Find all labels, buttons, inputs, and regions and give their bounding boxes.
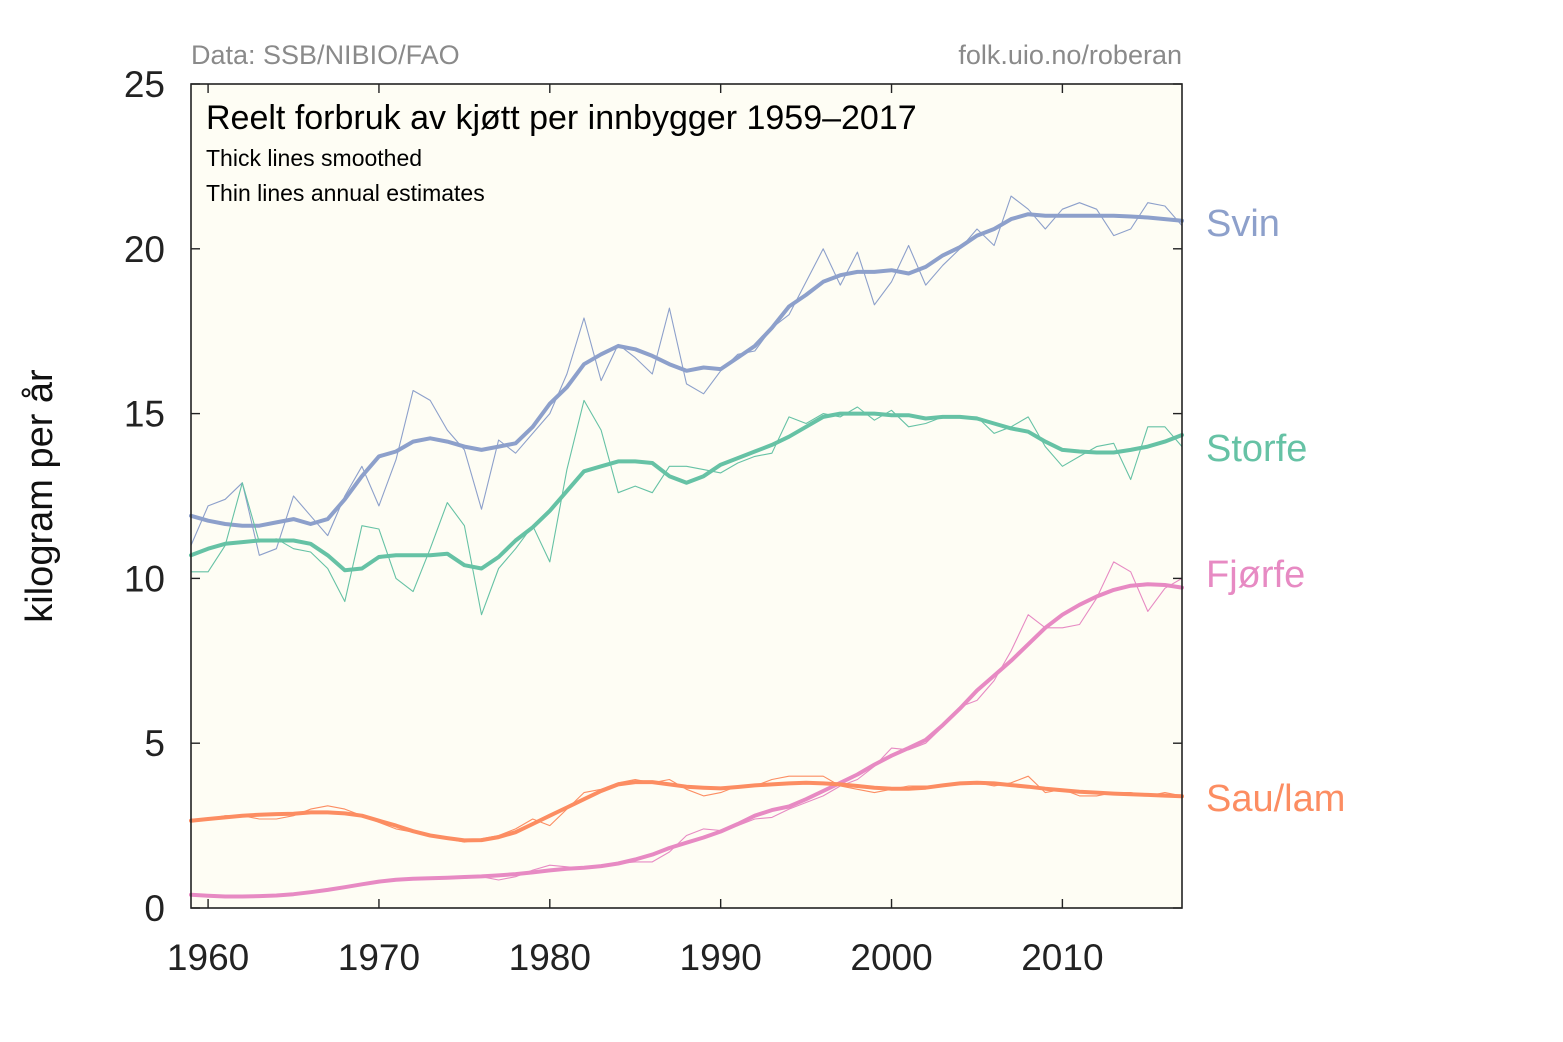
chart-title: Reelt forbruk av kjøtt per innbygger 195…	[206, 99, 917, 137]
x-tick-label: 2000	[850, 937, 932, 978]
x-tick-label: 1980	[509, 937, 591, 978]
x-tick-label: 1970	[338, 937, 420, 978]
series-label-storfe: Storfe	[1206, 428, 1307, 470]
y-tick-label: 25	[124, 64, 165, 105]
y-tick-label: 5	[144, 723, 165, 764]
series-storfe-annual-line	[191, 399, 1183, 616]
series-label-sau-lam: Sau/lam	[1206, 778, 1345, 820]
series-label-svin: Svin	[1206, 203, 1280, 245]
author-credit: folk.uio.no/roberan	[958, 40, 1182, 70]
plot-frame	[190, 83, 1183, 909]
series-fj-rfe-smoothed-line	[189, 582, 1184, 899]
series-sau-lam-smoothed-line	[189, 780, 1184, 843]
plot-area	[191, 84, 1182, 908]
x-tick-label: 1990	[680, 937, 762, 978]
chart-subtitle-smoothed: Thick lines smoothed	[206, 145, 422, 171]
axis-ticks: 0 5 10 15 20 25 1960 1970 1980 1990 2000 2010	[124, 64, 1182, 978]
x-tick-label: 1960	[167, 937, 249, 978]
series-label-fj-rfe: Fjørfe	[1206, 554, 1305, 596]
y-tick-label: 0	[144, 888, 165, 929]
y-tick-label: 15	[124, 394, 165, 435]
y-axis-label: kilogram per år	[19, 369, 61, 623]
series-svin-smoothed-line	[189, 212, 1184, 528]
x-tick-label: 2010	[1021, 937, 1103, 978]
series-layer	[189, 195, 1184, 899]
y-tick-label: 20	[124, 229, 165, 270]
source-credit: Data: SSB/NIBIO/FAO	[191, 40, 460, 70]
chart-subtitle-annual: Thin lines annual estimates	[206, 180, 485, 206]
series-storfe-smoothed-line	[189, 411, 1184, 573]
y-tick-label: 10	[124, 558, 165, 599]
series-labels: Svin Storfe Fjørfe Sau/lam	[1206, 203, 1345, 820]
series-svin-annual-line	[190, 195, 1183, 556]
